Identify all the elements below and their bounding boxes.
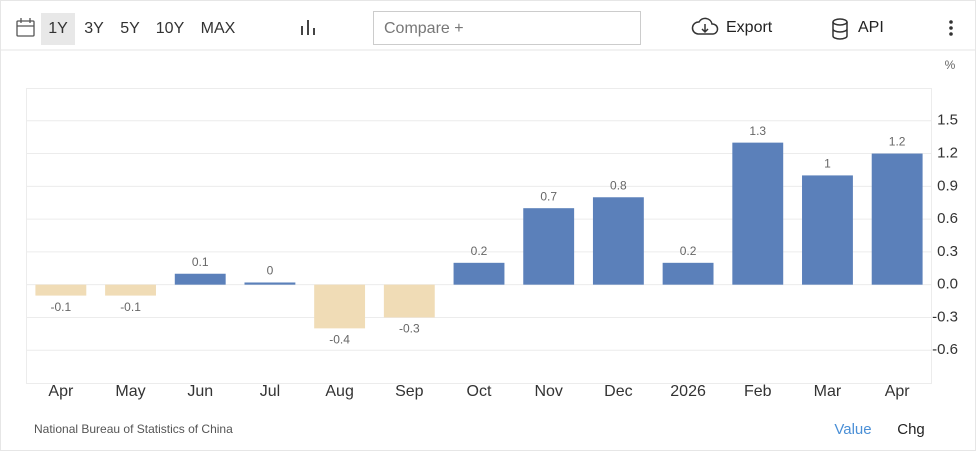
x-tick-label: Jun [187, 383, 213, 400]
unit-label: % [945, 58, 956, 72]
data-label: 0 [267, 264, 274, 278]
range-button[interactable]: 5Y [120, 20, 140, 37]
chg-toggle[interactable]: Chg [897, 421, 925, 438]
menu-icon[interactable] [949, 20, 953, 36]
bar [244, 282, 296, 285]
export-icon[interactable] [691, 17, 719, 35]
data-label: 1 [824, 157, 831, 171]
bar [35, 284, 87, 296]
range-selected-bg [41, 13, 75, 45]
data-label: 0.7 [540, 189, 557, 203]
calendar-icon[interactable] [16, 18, 35, 37]
y-tick-label: 1.2 [937, 145, 958, 162]
source: National Bureau of Statistics of China [34, 422, 233, 436]
range-button[interactable]: 3Y [84, 20, 104, 37]
x-tick-label: Feb [744, 383, 772, 400]
range-button[interactable]: MAX [201, 20, 236, 37]
data-label: 0.2 [471, 244, 488, 258]
data-label: -0.3 [399, 322, 420, 336]
y-tick-label: -0.3 [932, 308, 958, 325]
x-tick-label: May [115, 383, 145, 400]
data-label: 0.8 [610, 178, 627, 192]
x-tick-label: Mar [814, 383, 842, 400]
x-tick-label: Apr [885, 383, 911, 400]
y-tick-label: 0.9 [937, 177, 958, 194]
bar [523, 208, 575, 285]
y-tick-label: -0.6 [932, 341, 958, 358]
x-tick-label: 2026 [670, 383, 706, 400]
bar [802, 175, 853, 285]
api-icon[interactable] [832, 18, 848, 40]
x-tick-label: Aug [325, 383, 353, 400]
data-label: 0.2 [680, 244, 697, 258]
data-label: 0.1 [192, 255, 209, 269]
bar [105, 284, 156, 296]
y-tick-label: 0.6 [937, 210, 958, 227]
data-label: 1.3 [749, 124, 766, 138]
data-label: -0.4 [329, 333, 350, 347]
y-tick-label: 0.3 [937, 243, 958, 260]
data-label: 1.2 [889, 135, 906, 149]
bar [662, 262, 714, 285]
bar [732, 142, 784, 285]
x-tick-label: Oct [467, 383, 492, 400]
range-button[interactable]: 1Y [48, 20, 68, 37]
plot-area [26, 88, 932, 384]
bar [592, 197, 644, 285]
y-tick-label: 0.0 [937, 276, 958, 293]
compare-input[interactable]: Compare + [384, 20, 464, 37]
data-label: -0.1 [51, 300, 72, 314]
x-tick-label: Apr [48, 383, 74, 400]
y-tick-label: 1.5 [937, 112, 958, 129]
range-button[interactable]: 10Y [156, 20, 185, 37]
api-button[interactable]: API [858, 19, 884, 36]
data-label: -0.1 [120, 300, 141, 314]
export-button[interactable]: Export [726, 19, 773, 36]
x-tick-label: Dec [604, 383, 632, 400]
bar [314, 284, 366, 329]
bar [871, 153, 923, 285]
bar [174, 273, 226, 285]
compare-box[interactable] [373, 11, 641, 45]
x-tick-label: Sep [395, 383, 424, 400]
bar [453, 262, 505, 285]
value-toggle[interactable]: Value [834, 421, 871, 438]
bar [383, 284, 435, 318]
x-tick-label: Jul [260, 383, 280, 400]
x-tick-label: Nov [534, 383, 562, 400]
chart-type-icon[interactable] [301, 20, 315, 35]
